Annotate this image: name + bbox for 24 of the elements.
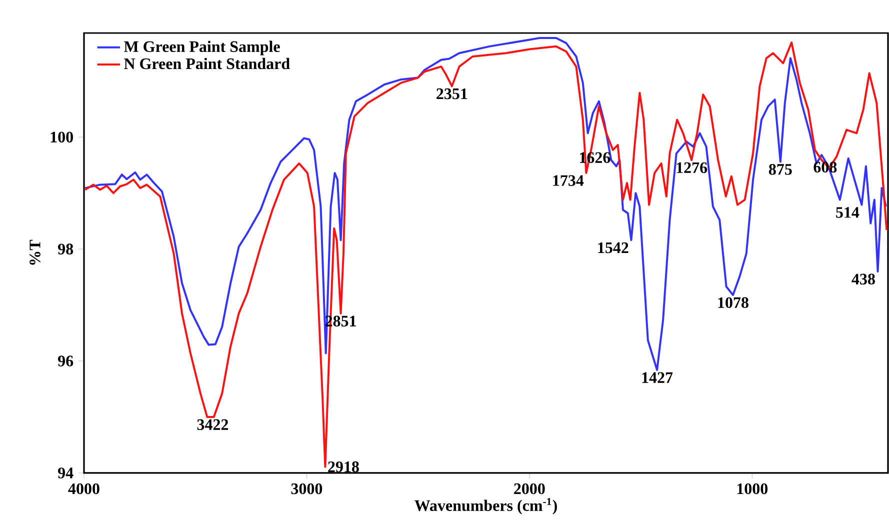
- annotation: 3422: [197, 419, 228, 430]
- y-tick-label: 96: [58, 356, 74, 366]
- x-axis-title: Wavenumbers (cm$^{-1}$): [414, 498, 557, 514]
- line-series: [84, 37, 887, 371]
- y-axis-title: %T: [30, 240, 40, 265]
- annotation: 1078: [718, 297, 748, 308]
- annotation: 1734: [553, 175, 584, 186]
- legend-label: M Green Paint Sample: [124, 40, 280, 56]
- x-tick-label: 2000: [514, 483, 545, 494]
- annotation: 875: [768, 164, 792, 175]
- legend-label: N Green Paint Standard: [124, 58, 290, 70]
- x-tick-label: 1000: [737, 483, 768, 494]
- y-tick-label: 100: [50, 132, 73, 142]
- annotation: 1542: [598, 242, 628, 254]
- annotation: 2351: [436, 88, 468, 100]
- y-tick-label: 98: [58, 244, 74, 254]
- x-tick-label: 3000: [291, 483, 322, 494]
- annotation: 514: [836, 207, 860, 218]
- annotation: 2918: [328, 461, 359, 472]
- annotation: 1276: [676, 162, 708, 174]
- annotation: 1427: [642, 372, 673, 383]
- y-tick-label: 94: [58, 468, 74, 478]
- x-tick-label: 4000: [68, 483, 100, 494]
- annotation: 438: [852, 274, 875, 285]
